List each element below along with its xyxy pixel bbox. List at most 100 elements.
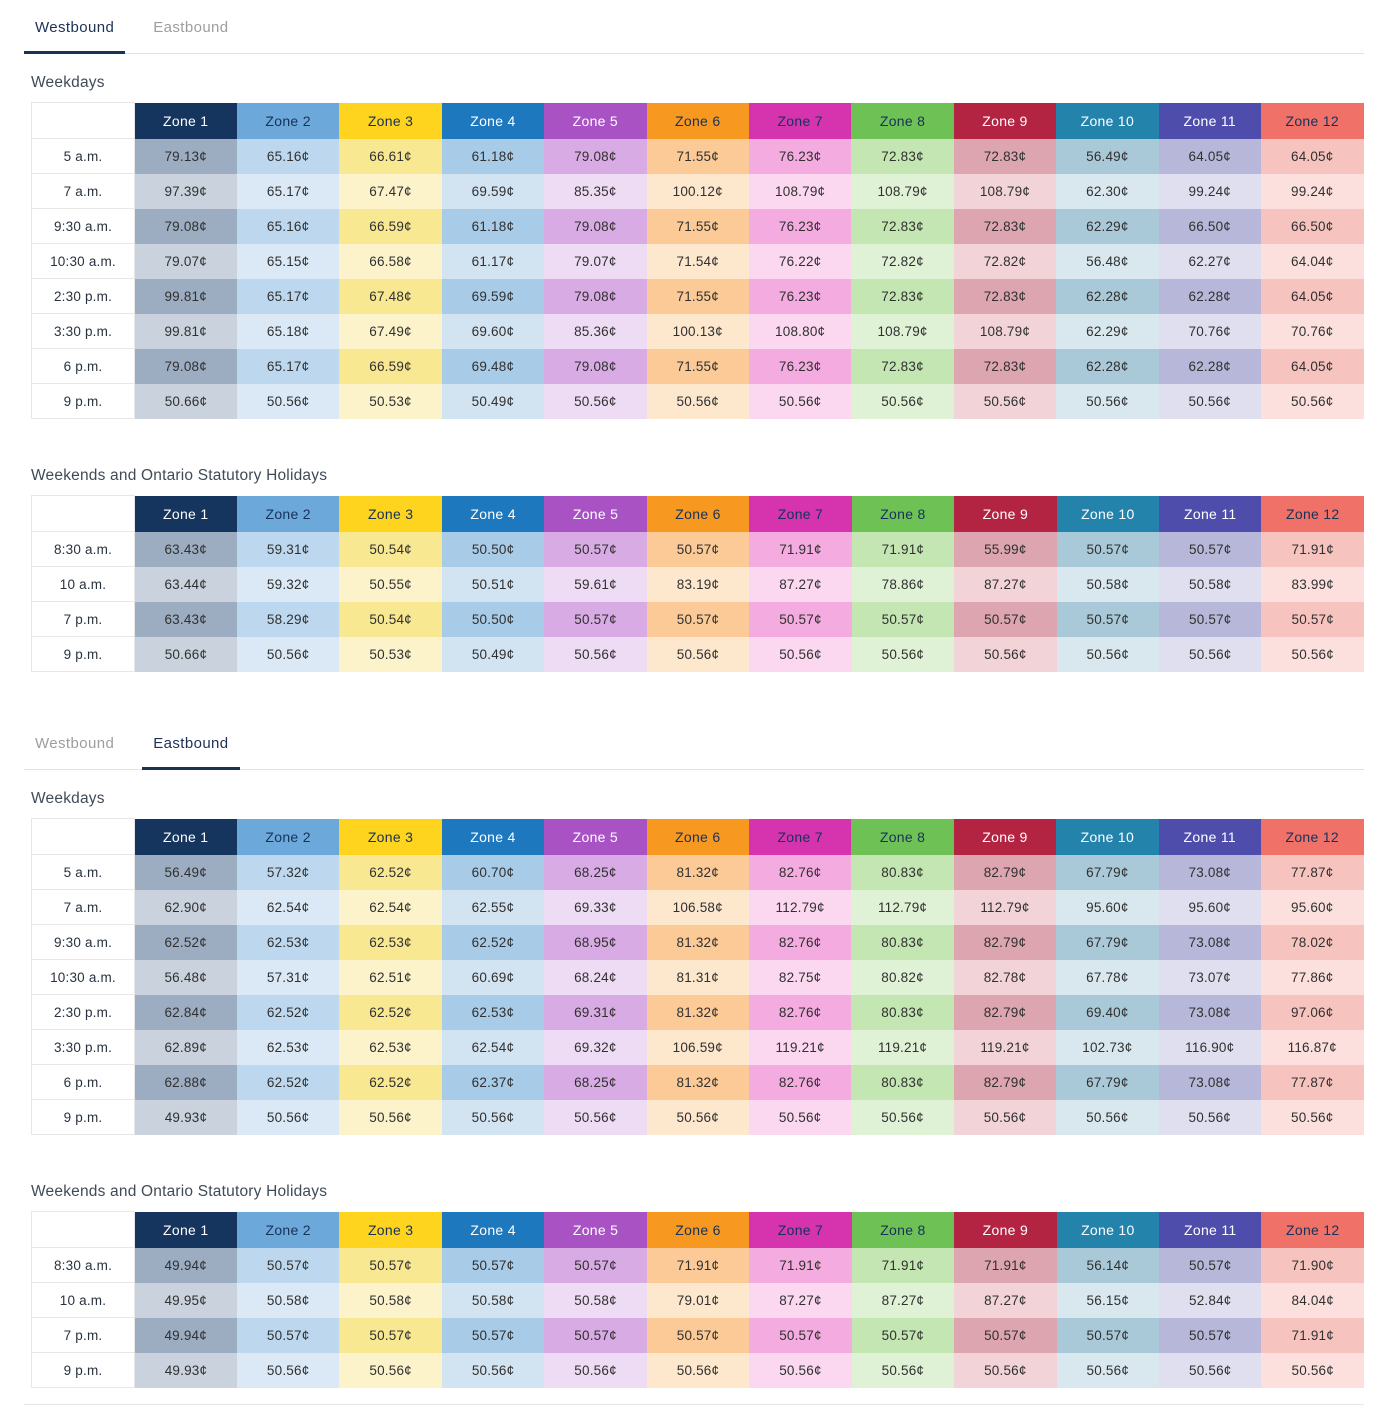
rate-row: 9 p.m. 49.93¢ 50.56¢ 50.56¢ 50.56¢ 50.56¢ 50.5…: [31, 1099, 1364, 1135]
rate-cell-zone-4: 69.48¢: [441, 348, 545, 384]
rate-cell-zone-5: 69.33¢: [544, 889, 647, 925]
zone-header-6: Zone 6: [646, 102, 749, 139]
rate-cell-zone-8: 119.21¢: [851, 1029, 954, 1065]
rate-cell-zone-4: 50.50¢: [441, 531, 545, 567]
rate-cell-zone-5: 79.08¢: [544, 208, 647, 244]
zone-header-3: Zone 3: [339, 495, 442, 532]
rate-cell-zone-11: 116.90¢: [1158, 1029, 1261, 1065]
rate-row: 10:30 a.m. 56.48¢ 57.31¢ 62.51¢ 60.69¢ 68.24¢…: [31, 959, 1364, 995]
zone-header-1: Zone 1: [134, 818, 237, 855]
rate-cell-zone-5: 50.57¢: [544, 531, 647, 567]
zone-header-5: Zone 5: [544, 495, 647, 532]
rate-cell-zone-4: 50.49¢: [441, 636, 545, 672]
rate-cell-zone-1: 99.81¢: [134, 313, 237, 349]
rate-cell-zone-1: 79.08¢: [134, 348, 237, 384]
rate-cell-zone-9: 55.99¢: [954, 531, 1057, 567]
zone-header-2: Zone 2: [236, 495, 340, 532]
rate-cell-zone-7: 82.75¢: [748, 959, 852, 995]
eastbound-weekdays-table: Zone 1 Zone 2 Zone 3 Zone 4 Zone 5 Zone 6 Zone…: [31, 818, 1364, 1135]
time-label: 8:30 a.m.: [31, 1247, 135, 1283]
zone-header-6: Zone 6: [646, 1211, 750, 1248]
rate-cell-zone-9: 71.91¢: [954, 1247, 1057, 1283]
rate-cell-zone-3: 50.54¢: [339, 531, 442, 567]
rate-cell-zone-2: 57.32¢: [236, 854, 340, 890]
rate-cell-zone-5: 50.56¢: [544, 1099, 647, 1135]
rate-cell-zone-10: 67.79¢: [1056, 854, 1159, 890]
rate-cell-zone-5: 68.25¢: [544, 1064, 647, 1100]
zone-header-row: Zone 1 Zone 2 Zone 3 Zone 4 Zone 5 Zone 6 Zone…: [31, 102, 1364, 139]
eastbound-weekends-table: Zone 1 Zone 2 Zone 3 Zone 4 Zone 5 Zone 6 Zone…: [31, 1211, 1364, 1388]
rate-cell-zone-1: 56.48¢: [134, 959, 237, 995]
weekdays-title: Weekdays: [31, 790, 105, 807]
rate-cell-zone-2: 62.52¢: [236, 994, 340, 1030]
rate-cell-zone-11: 50.57¢: [1159, 1247, 1262, 1283]
rate-row: 10 a.m. 49.95¢ 50.58¢ 50.58¢ 50.58¢ 50.58¢ 79.…: [31, 1282, 1364, 1318]
rate-cell-zone-12: 71.90¢: [1261, 1247, 1364, 1283]
time-label: 9 p.m.: [31, 1352, 135, 1388]
rate-cell-zone-6: 83.19¢: [646, 566, 750, 602]
rate-cell-zone-4: 69.60¢: [441, 313, 545, 349]
weekdays-title: Weekdays: [31, 74, 105, 91]
rate-cell-zone-7: 50.57¢: [749, 1317, 852, 1353]
rate-cell-zone-6: 100.12¢: [646, 173, 749, 209]
rate-cell-zone-1: 49.93¢: [134, 1099, 237, 1135]
rate-cell-zone-7: 108.79¢: [748, 173, 852, 209]
zone-header-8: Zone 8: [851, 818, 954, 855]
rate-cell-zone-12: 50.56¢: [1261, 636, 1364, 672]
rate-cell-zone-5: 79.07¢: [544, 243, 647, 279]
rate-cell-zone-2: 59.32¢: [236, 566, 340, 602]
rate-cell-zone-5: 50.57¢: [544, 1317, 647, 1353]
rate-cell-zone-7: 76.23¢: [748, 138, 852, 174]
zone-header-1: Zone 1: [134, 1211, 237, 1248]
time-label: 2:30 p.m.: [31, 278, 135, 314]
rate-cell-zone-2: 65.18¢: [236, 313, 340, 349]
rate-cell-zone-5: 50.56¢: [544, 636, 647, 672]
rate-cell-zone-7: 71.91¢: [749, 531, 852, 567]
rate-cell-zone-10: 50.57¢: [1056, 531, 1160, 567]
rate-cell-zone-6: 50.56¢: [646, 383, 749, 419]
rate-cell-zone-5: 69.31¢: [544, 994, 647, 1030]
rate-cell-zone-11: 73.08¢: [1158, 854, 1261, 890]
rate-cell-zone-12: 83.99¢: [1261, 566, 1364, 602]
zone-header-9: Zone 9: [954, 1211, 1057, 1248]
rate-cell-zone-12: 78.02¢: [1260, 924, 1364, 960]
rate-cell-zone-12: 71.91¢: [1261, 1317, 1364, 1353]
zone-header-9: Zone 9: [953, 102, 1057, 139]
rate-cell-zone-1: 79.13¢: [134, 138, 237, 174]
rate-cell-zone-8: 72.83¢: [851, 278, 954, 314]
rate-cell-zone-11: 50.56¢: [1158, 383, 1261, 419]
zone-header-8: Zone 8: [851, 102, 954, 139]
rate-cell-zone-5: 85.35¢: [544, 173, 647, 209]
rate-cell-zone-12: 116.87¢: [1260, 1029, 1364, 1065]
time-column-header: [31, 495, 135, 532]
tab-eastbound[interactable]: Eastbound: [153, 19, 229, 36]
rate-cell-zone-4: 50.58¢: [441, 1282, 545, 1318]
rate-cell-zone-8: 72.83¢: [851, 348, 954, 384]
rate-cell-zone-5: 50.57¢: [544, 601, 647, 637]
rate-cell-zone-4: 61.17¢: [441, 243, 545, 279]
time-label: 7 p.m.: [31, 601, 135, 637]
time-label: 9:30 a.m.: [31, 924, 135, 960]
rate-cell-zone-1: 62.89¢: [134, 1029, 237, 1065]
rate-cell-zone-2: 65.17¢: [236, 278, 340, 314]
rate-cell-zone-1: 79.08¢: [134, 208, 237, 244]
rate-row: 9:30 a.m. 79.08¢ 65.16¢ 66.59¢ 61.18¢ 79.08¢ 7…: [31, 208, 1364, 244]
rate-cell-zone-6: 71.55¢: [646, 348, 749, 384]
rate-cell-zone-3: 62.52¢: [339, 994, 442, 1030]
zone-header-11: Zone 11: [1159, 495, 1262, 532]
rate-cell-zone-10: 50.56¢: [1056, 383, 1159, 419]
rate-cell-zone-11: 50.57¢: [1159, 531, 1262, 567]
tab-westbound[interactable]: Westbound: [24, 15, 126, 54]
rate-cell-zone-4: 60.70¢: [441, 854, 545, 890]
rate-cell-zone-9: 119.21¢: [953, 1029, 1057, 1065]
rate-cell-zone-8: 50.57¢: [851, 1317, 955, 1353]
rate-cell-zone-4: 62.37¢: [441, 1064, 545, 1100]
rate-cell-zone-9: 82.78¢: [953, 959, 1057, 995]
rate-cell-zone-2: 65.16¢: [236, 208, 340, 244]
rate-cell-zone-12: 64.05¢: [1260, 138, 1364, 174]
rate-row: 3:30 p.m. 62.89¢ 62.53¢ 62.53¢ 62.54¢ 69.32¢ 1…: [31, 1029, 1364, 1065]
rate-cell-zone-6: 100.13¢: [646, 313, 749, 349]
tab-eastbound[interactable]: Eastbound: [142, 731, 240, 770]
rate-cell-zone-8: 108.79¢: [851, 313, 954, 349]
tab-westbound[interactable]: Westbound: [35, 735, 115, 752]
